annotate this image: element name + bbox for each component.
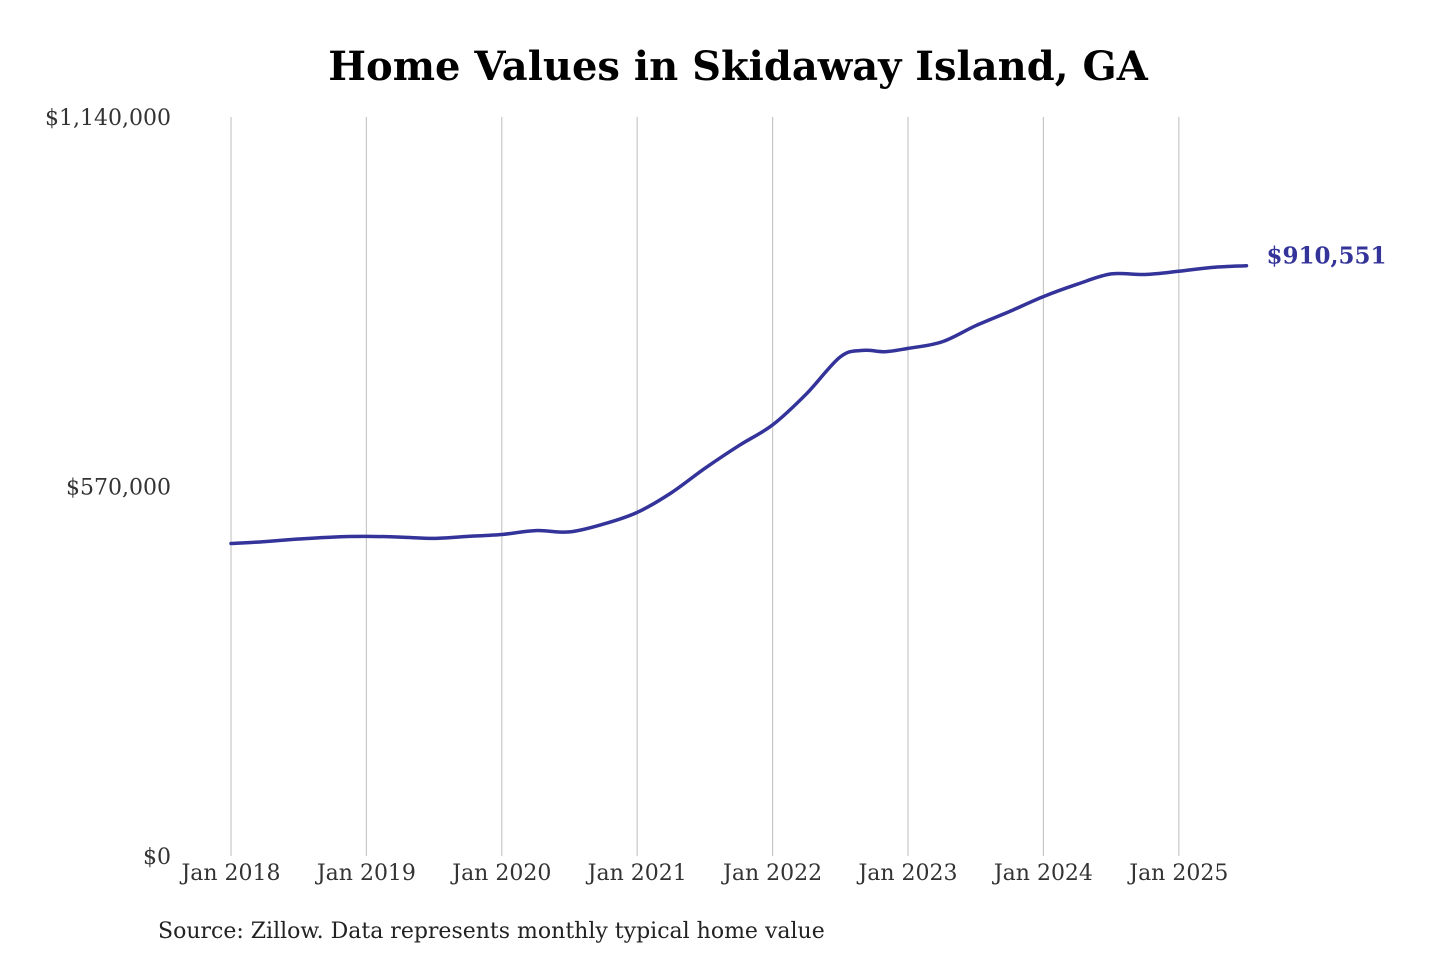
x-tick-label: Jan 2018 [179, 861, 280, 886]
source-note: Source: Zillow. Data represents monthly … [158, 919, 825, 944]
grid-layer [230, 117, 1180, 856]
x-tick-label: Jan 2024 [992, 861, 1093, 886]
x-tick-label: Jan 2025 [1127, 861, 1228, 886]
y-tick-label: $0 [143, 845, 171, 870]
x-tick-label: Jan 2019 [315, 861, 416, 886]
series-line [229, 263, 1249, 546]
end-value-label: $910,551 [1267, 243, 1387, 270]
chart-title: Home Values in Skidaway Island, GA [328, 43, 1148, 90]
y-tick-layer: $0 $570,000 $1,140,000 [45, 106, 171, 870]
x-tick-layer: Jan 2018 Jan 2019 Jan 2020 Jan 2021 Jan 2022… [179, 861, 1228, 886]
x-tick-label: Jan 2022 [721, 861, 822, 886]
series-layer: $910,551 [229, 243, 1387, 546]
y-tick-label: $1,140,000 [45, 106, 171, 131]
x-tick-label: Jan 2020 [450, 861, 551, 886]
x-tick-label: Jan 2023 [856, 861, 957, 886]
y-tick-label: $570,000 [66, 476, 171, 501]
x-tick-label: Jan 2021 [586, 861, 687, 886]
